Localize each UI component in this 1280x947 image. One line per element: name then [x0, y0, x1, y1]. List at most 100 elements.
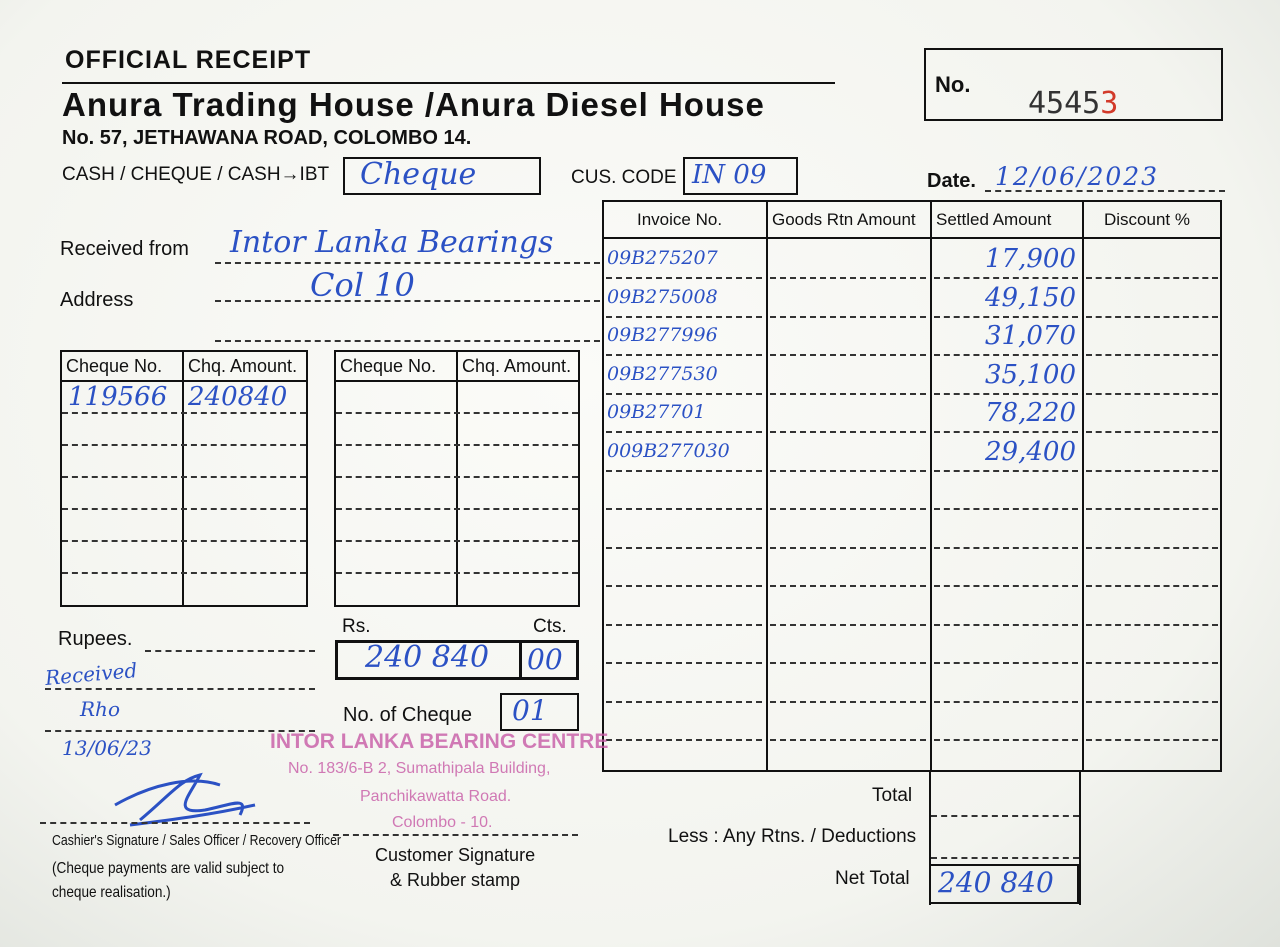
stamp-line-4: Colombo - 10. — [392, 814, 493, 831]
invoice-header-1: Goods Rtn Amount — [772, 210, 916, 229]
cheque-column-divider — [456, 350, 458, 607]
invoice-row-line — [1086, 508, 1218, 510]
invoice-no-value: 09B275207 — [607, 247, 718, 269]
rupees-label: Rupees. — [58, 628, 133, 650]
net-total-value: 240 840 — [938, 866, 1054, 899]
invoice-no-value: 09B277996 — [607, 324, 718, 346]
rs-label: Rs. — [342, 616, 371, 637]
receipt-title: OFFICIAL RECEIPT — [65, 46, 312, 74]
rs-value: 240 840 — [365, 640, 490, 675]
receipt-number-last-digit: 3 — [1100, 86, 1119, 121]
total-label: Total — [872, 785, 913, 806]
invoice-row-line — [1086, 546, 1218, 549]
cts-value: 00 — [527, 643, 563, 676]
cheque-row-line — [336, 508, 578, 510]
cts-label: Cts. — [533, 616, 567, 637]
address-line — [215, 300, 600, 302]
invoice-row-line — [1086, 585, 1218, 587]
cashier-signature — [114, 772, 256, 827]
invoice-table-border — [602, 200, 1222, 772]
cheque-amount-value: 240840 — [188, 382, 288, 412]
invoice-row-line — [606, 508, 762, 510]
rupees-line-2 — [45, 688, 315, 690]
invoice-row-line — [1086, 354, 1218, 356]
address-label: Address — [60, 289, 134, 311]
customer-signature-label: Customer Signature — [375, 845, 536, 865]
cheque-row-line — [62, 508, 306, 510]
invoice-row-line — [606, 623, 762, 626]
date-value: 12/06/2023 — [995, 162, 1160, 191]
cheque-row-line — [336, 412, 578, 414]
cheque-amount-header: Chq. Amount. — [188, 356, 298, 376]
invoice-row-line — [934, 315, 1078, 318]
stamp-line-1: INTOR LANKA BEARING CENTRE — [270, 730, 609, 753]
invoice-row-line — [934, 662, 1078, 664]
invoice-row-line — [606, 585, 762, 587]
invoice-row-line — [1086, 277, 1218, 279]
invoice-row-line — [1086, 469, 1218, 472]
totals-right-border — [1079, 770, 1081, 905]
invoice-row-line — [770, 392, 926, 395]
invoice-row-line — [1086, 662, 1218, 664]
invoice-row-line — [770, 354, 926, 356]
date-line — [985, 190, 1225, 192]
invoice-row-line — [770, 739, 926, 741]
receipt-number-digits: 4545 — [1028, 86, 1101, 121]
cheque-column-divider — [182, 350, 184, 607]
invoice-row-line — [606, 315, 762, 318]
cheque-row-line — [336, 444, 578, 446]
invoice-header-0: Invoice No. — [637, 210, 723, 229]
invoice-row-line — [1086, 392, 1218, 395]
cheque-row-line — [62, 572, 306, 574]
payment-type-box — [343, 157, 541, 195]
amount-divider — [519, 640, 522, 680]
invoice-row-line — [606, 546, 762, 549]
cheque-row-line — [62, 476, 306, 478]
invoice-row-line — [934, 354, 1078, 356]
cheque-row-line — [62, 444, 306, 446]
cus-code-box — [683, 157, 798, 195]
date-label: Date. — [927, 170, 976, 192]
rupees-line — [145, 650, 315, 652]
net-total-label: Net Total — [835, 868, 910, 889]
invoice-row-line — [934, 508, 1078, 510]
settled-amount-value: 17,900 — [985, 244, 1076, 274]
divider — [62, 82, 835, 84]
customer-sign-line — [333, 834, 578, 836]
received-note: Received — [44, 658, 139, 690]
invoice-row-line — [934, 431, 1078, 433]
cheque-no-header: Cheque No. — [340, 356, 437, 376]
invoice-row-line — [934, 277, 1078, 279]
invoice-row-line — [934, 546, 1078, 549]
cashier-sign-line — [40, 822, 310, 824]
no-of-cheque-value: 01 — [512, 694, 548, 727]
invoice-row-line — [770, 585, 926, 587]
invoice-row-line — [934, 469, 1078, 472]
cheque-row-line — [62, 412, 306, 414]
cheque-note: (Cheque payments are valid subject to ch… — [52, 860, 285, 901]
invoice-row-line — [934, 623, 1078, 626]
address-line-2 — [215, 340, 600, 342]
invoice-row-line — [934, 585, 1078, 587]
invoice-row-line — [606, 739, 762, 741]
amount-box — [335, 640, 579, 680]
less-label: Less : Any Rtns. / Deductions — [668, 826, 917, 847]
cus-code-value: IN 09 — [692, 160, 767, 190]
cheque-no-header: Cheque No. — [66, 356, 163, 376]
no-of-cheque-label: No. of Cheque — [343, 704, 472, 726]
settled-amount-value: 35,100 — [985, 359, 1076, 390]
invoice-row-line — [770, 315, 926, 318]
net-total-box — [929, 864, 1079, 904]
invoice-row-line — [770, 508, 926, 510]
invoice-row-line — [770, 431, 926, 433]
receipt-no-box — [924, 48, 1223, 121]
rubber-stamp-label: & Rubber stamp — [390, 870, 521, 890]
invoice-row-line — [1086, 739, 1218, 741]
invoice-column-divider — [766, 200, 768, 772]
totals-left-border — [929, 770, 931, 905]
invoice-row-line — [770, 623, 926, 626]
address-value: Col 10 — [310, 266, 415, 304]
cheque-row-line — [336, 572, 578, 574]
settled-amount-value: 29,400 — [985, 436, 1076, 467]
invoice-row-line — [770, 277, 926, 279]
